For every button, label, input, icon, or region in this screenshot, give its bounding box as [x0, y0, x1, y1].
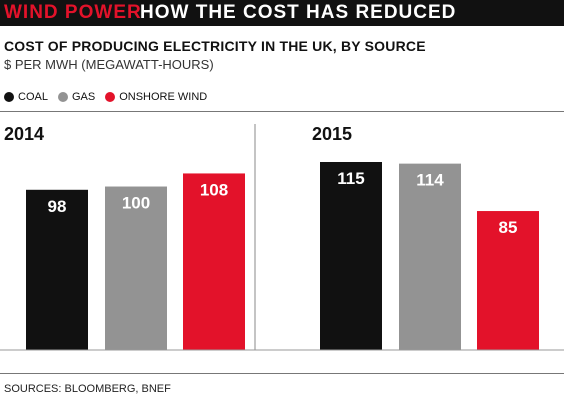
- divider-bottom: [0, 373, 564, 374]
- bar-2014-gas: [105, 186, 167, 350]
- legend-label-coal: COAL: [18, 91, 48, 103]
- chart-title: COST OF PRODUCING ELECTRICITY IN THE UK,…: [4, 38, 426, 54]
- sources: SOURCES: BLOOMBERG, BNEF: [4, 383, 171, 395]
- legend-item-coal: COAL: [4, 91, 48, 103]
- divider-top: [0, 111, 564, 112]
- legend-swatch-wind: [105, 92, 116, 102]
- data-label-2015-coal: 115: [337, 169, 364, 188]
- chart-subtitle: $ PER MWH (MEGAWATT-HOURS): [4, 57, 214, 72]
- data-label-2015-gas: 114: [416, 171, 444, 190]
- bar-2015-gas: [399, 163, 461, 350]
- data-label-2014-coal: 98: [48, 197, 67, 216]
- legend-item-gas: GAS: [57, 91, 96, 103]
- data-label-2014-wind: 108: [200, 180, 228, 199]
- bar-2014-coal: [26, 189, 88, 350]
- headline: HOW THE COST HAS REDUCED: [140, 2, 457, 23]
- panel-label-2015: 2015: [312, 124, 352, 144]
- panel-label-2014: 2014: [4, 124, 44, 144]
- data-label-2015-wind: 85: [499, 218, 518, 237]
- legend-swatch-gas: [57, 92, 68, 102]
- legend-label-gas: GAS: [71, 91, 96, 103]
- legend: COAL GAS ONSHORE WIND: [4, 91, 217, 103]
- data-label-2014-gas: 100: [122, 194, 150, 213]
- legend-item-wind: ONSHORE WIND: [105, 91, 207, 103]
- kicker: WIND POWER: [4, 2, 142, 23]
- header-bar: WIND POWER HOW THE COST HAS REDUCED: [0, 0, 564, 26]
- legend-swatch-coal: [4, 92, 14, 102]
- legend-label-wind: ONSHORE WIND: [119, 91, 208, 103]
- bar-2014-wind: [183, 173, 245, 350]
- bar-2015-coal: [320, 162, 382, 350]
- bar-2015-wind: [477, 211, 539, 350]
